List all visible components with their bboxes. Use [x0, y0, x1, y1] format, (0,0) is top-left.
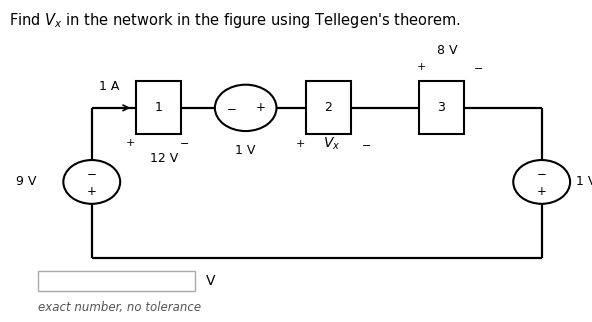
- Text: 12 V: 12 V: [150, 152, 179, 165]
- Text: V: V: [206, 274, 215, 289]
- Text: 1: 1: [155, 101, 163, 114]
- Text: $V_x$: $V_x$: [323, 136, 340, 152]
- Bar: [38, 271, 195, 291]
- Text: Find $V_x$ in the network in the figure using Tellegen's theorem.: Find $V_x$ in the network in the figure …: [9, 11, 461, 30]
- Text: 3: 3: [437, 101, 445, 114]
- Ellipse shape: [215, 85, 276, 131]
- Text: $-$: $-$: [361, 139, 371, 149]
- Bar: [306, 81, 351, 134]
- Text: 8 V: 8 V: [437, 44, 457, 57]
- Text: 1 V: 1 V: [236, 144, 256, 157]
- Bar: [136, 81, 181, 134]
- Text: $+$: $+$: [255, 101, 266, 114]
- Text: $-$: $-$: [536, 166, 547, 179]
- Text: 9 V: 9 V: [17, 175, 37, 188]
- Text: exact number, no tolerance: exact number, no tolerance: [38, 301, 202, 314]
- Text: $+$: $+$: [416, 62, 427, 72]
- Text: $+$: $+$: [295, 138, 305, 149]
- Text: $+$: $+$: [536, 185, 547, 198]
- Text: $-$: $-$: [179, 137, 189, 147]
- Ellipse shape: [513, 160, 570, 204]
- Text: 1 V: 1 V: [576, 175, 592, 188]
- Text: $+$: $+$: [125, 137, 136, 148]
- Text: $-$: $-$: [86, 166, 97, 179]
- Text: 1 A: 1 A: [99, 80, 120, 93]
- Text: $+$: $+$: [86, 185, 97, 198]
- Text: $-$: $-$: [226, 101, 236, 114]
- Text: 2: 2: [324, 101, 333, 114]
- Ellipse shape: [63, 160, 120, 204]
- Bar: [419, 81, 464, 134]
- Text: $-$: $-$: [473, 62, 484, 72]
